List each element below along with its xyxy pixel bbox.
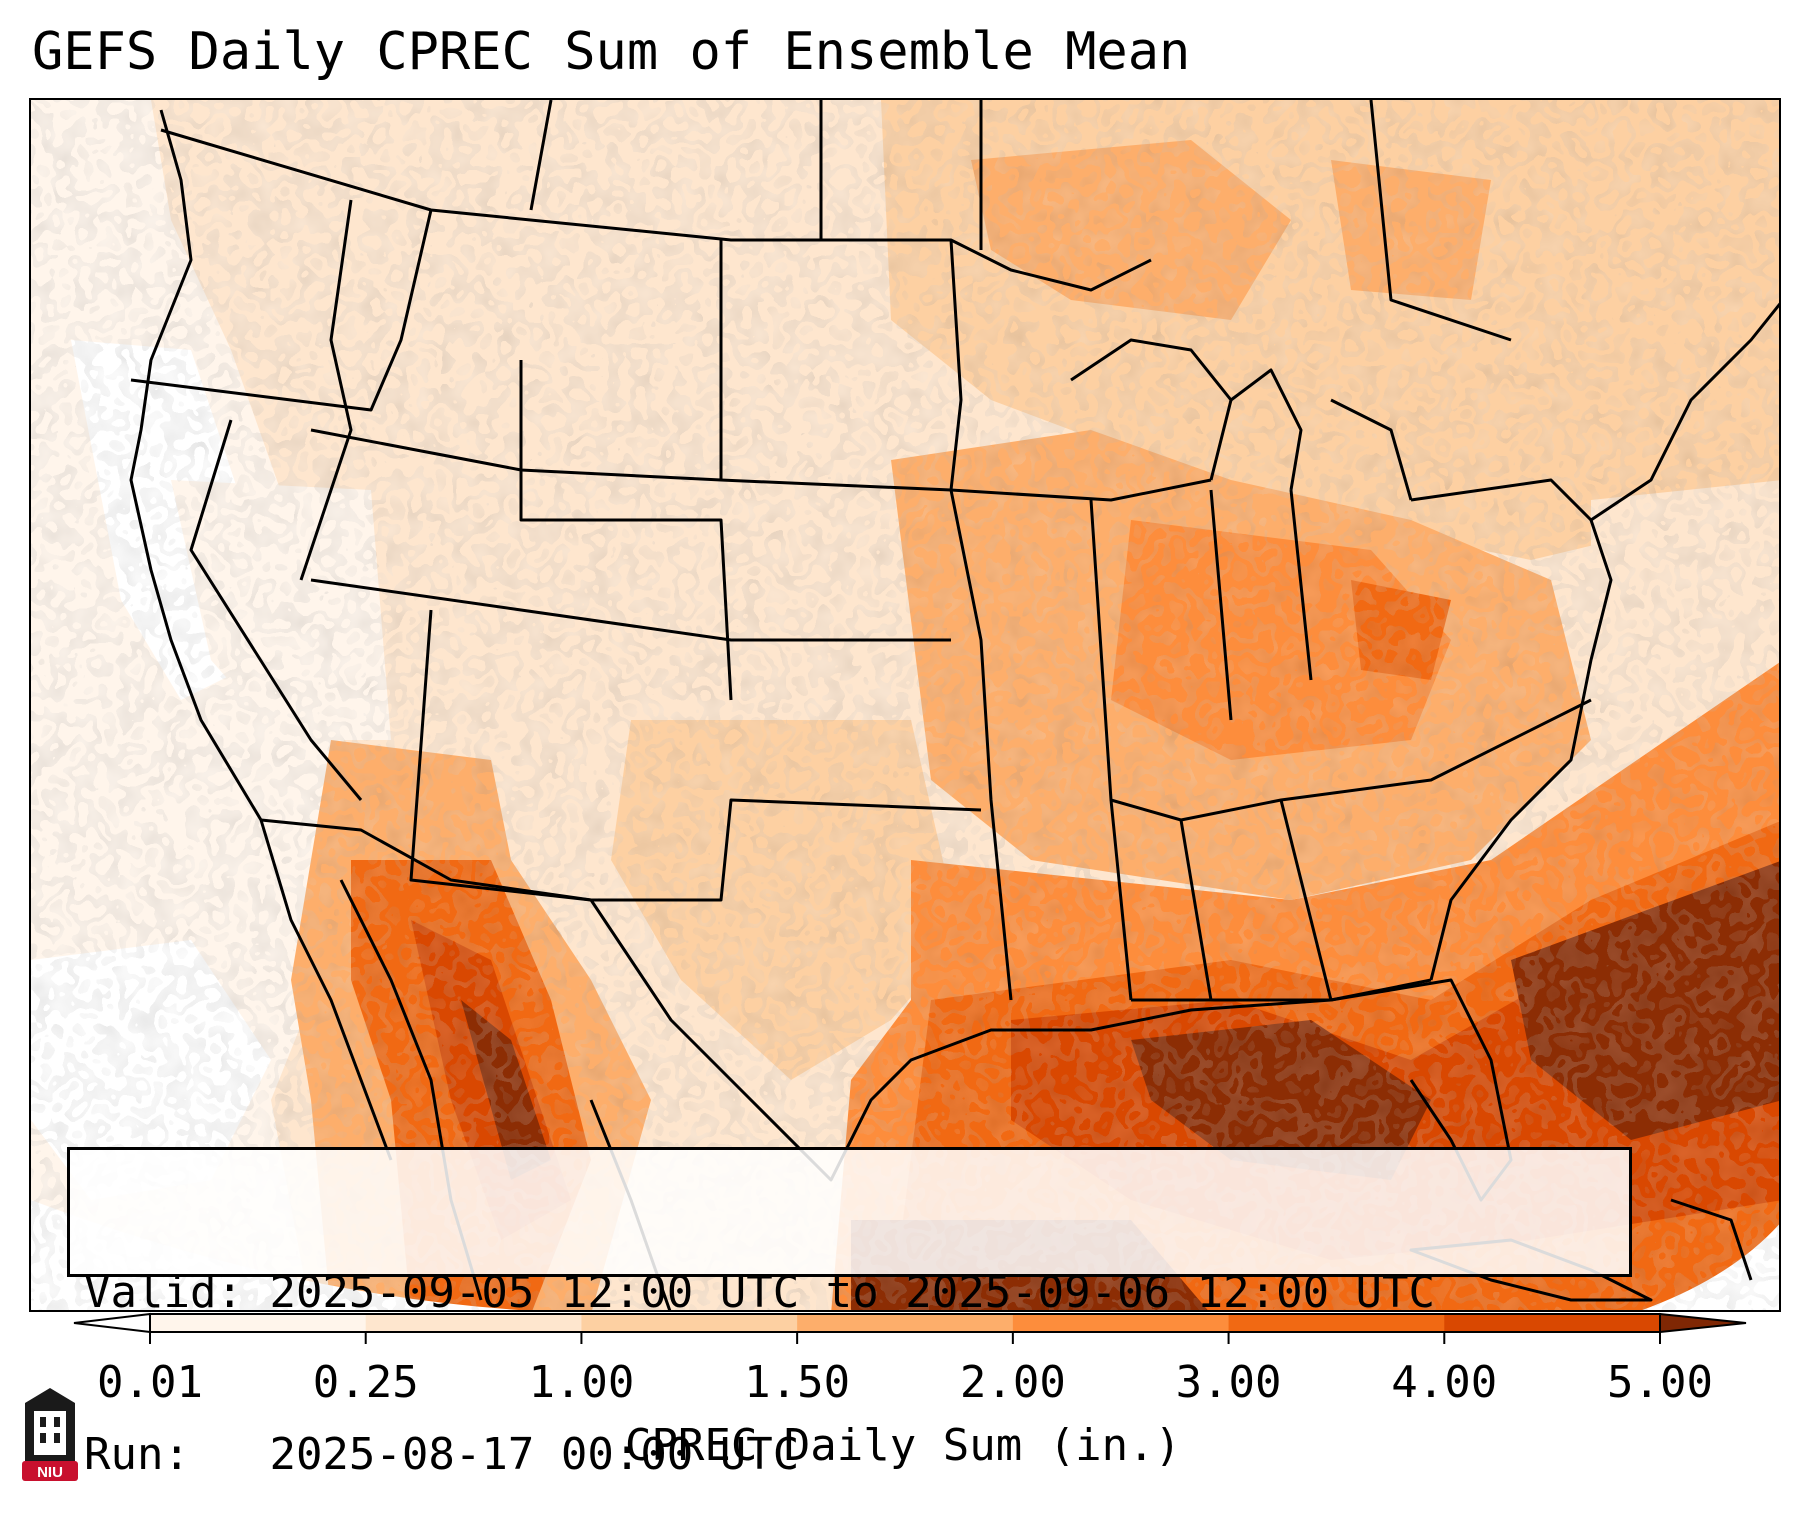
colorbar-label: CPREC Daily Sum (in.) [624,1420,1182,1471]
precip-field [31,100,1779,1310]
colorbar-under-arrow [73,1312,151,1334]
valid-row: Valid: 2025-09-05 12:00 UTC to 2025-09-0… [84,1266,1629,1320]
svg-text:NIU: NIU [37,1464,63,1481]
colorbar-segment [1012,1314,1230,1332]
run-value: 2025-08-17 00:00 UTC [269,1429,800,1480]
colorbar-segment [581,1314,798,1332]
precip-map [29,98,1781,1312]
colorbar-tick-label: 0.25 [312,1357,419,1408]
run-label: Run: [84,1429,190,1480]
map-canvas [31,100,1779,1310]
colorbar-tick-label: 0.01 [97,1357,203,1408]
colorbar-segment [1228,1314,1445,1332]
colorbar-segment [150,1314,367,1332]
map-title: GEFS Daily CPREC Sum of Ensemble Mean [32,22,1191,82]
colorbar-tick-label: 1.50 [744,1357,851,1408]
colorbar [73,1312,1747,1344]
valid-value: 2025-09-05 12:00 UTC to 2025-09-06 12:00… [269,1267,1436,1318]
colorbar-tick-label: 3.00 [1175,1357,1282,1408]
state-boundaries [129,100,1779,1310]
colorbar-segment [797,1314,1014,1332]
colorbar-tick-label: 1.00 [528,1357,635,1408]
colorbar-tick-label: 4.00 [1391,1357,1498,1408]
colorbar-tick-label: 2.00 [959,1357,1066,1408]
colorbar-tick-label: 5.00 [1607,1357,1713,1408]
colorbar-segment [365,1314,582,1332]
colorbar-segment [1444,1314,1661,1332]
colorbar-over-arrow [1659,1312,1747,1334]
run-row: Run: 2025-08-17 00:00 UTC [84,1428,1629,1482]
valid-label: Valid: [84,1267,243,1318]
colorbar-outline [149,1313,1661,1333]
niu-logo-icon: NIU [22,1388,78,1481]
valid-run-info-box: Valid: 2025-09-05 12:00 UTC to 2025-09-0… [67,1147,1632,1480]
